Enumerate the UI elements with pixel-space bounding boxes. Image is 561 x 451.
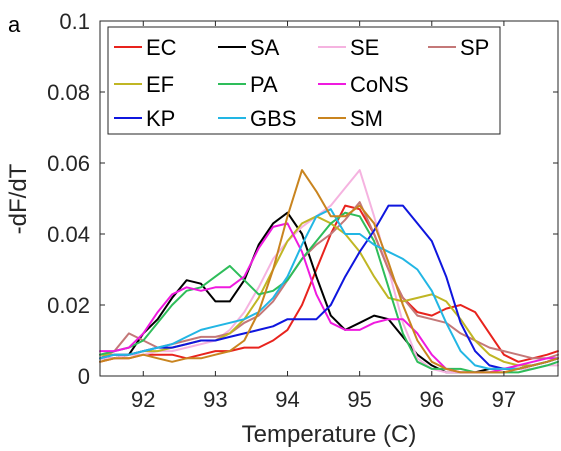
series-line-sm <box>99 169 559 374</box>
x-tick-label: 93 <box>203 387 227 412</box>
x-tick-label: 95 <box>347 387 371 412</box>
series-line-kp <box>99 204 559 370</box>
legend-label-cons: CoNS <box>350 72 409 97</box>
x-tick-label: 92 <box>131 387 155 412</box>
x-axis-label: Temperature (C) <box>242 421 417 448</box>
legend-label-sm: SM <box>350 106 383 131</box>
y-tick-label: 0.06 <box>47 151 90 176</box>
legend-label-sp: SP <box>460 35 489 60</box>
legend-label-ec: EC <box>146 35 177 60</box>
y-axis: 0 0.02 0.04 0.06 0.08 0.1 <box>47 9 558 389</box>
legend-label-gbs: GBS <box>250 106 296 131</box>
legend-label-ef: EF <box>146 72 174 97</box>
y-axis-label: -dF/dT <box>5 163 32 234</box>
plot-area-frame <box>99 20 559 377</box>
x-tick-label: 94 <box>275 387 299 412</box>
legend-label-sa: SA <box>250 35 280 60</box>
legend-label-kp: KP <box>146 106 175 131</box>
series-line-gbs <box>99 208 559 370</box>
y-tick-label: 0.1 <box>59 9 90 34</box>
y-tick-label: 0 <box>78 364 90 389</box>
x-tick-label: 96 <box>420 387 444 412</box>
y-tick-label: 0.02 <box>47 293 90 318</box>
legend-label-pa: PA <box>250 72 278 97</box>
y-tick-label: 0.04 <box>47 222 90 247</box>
x-tick-label: 97 <box>492 387 516 412</box>
panel-label: a <box>8 12 21 37</box>
x-axis: 92 93 94 95 96 97 <box>131 21 516 412</box>
legend-box <box>107 26 501 135</box>
series-line-sp <box>99 201 559 360</box>
series-layer <box>99 169 559 374</box>
legend-label-se: SE <box>350 35 379 60</box>
y-tick-label: 0.08 <box>47 80 90 105</box>
legend: EC SA SE SP EF PA CoNS KP GBS SM <box>107 26 501 135</box>
